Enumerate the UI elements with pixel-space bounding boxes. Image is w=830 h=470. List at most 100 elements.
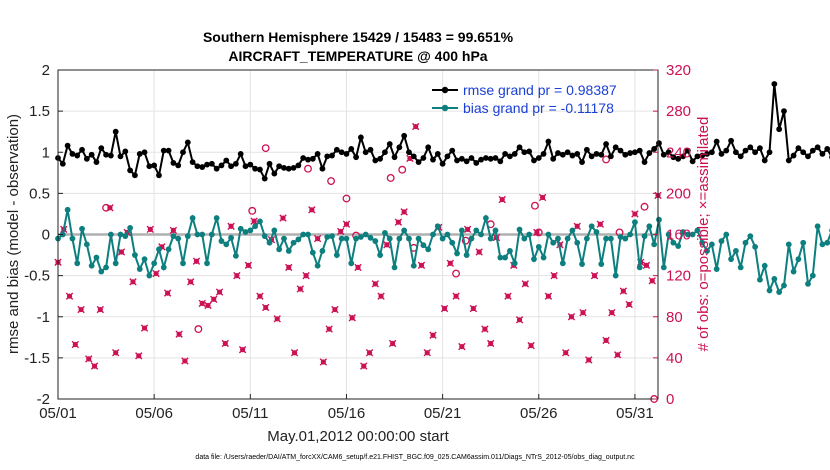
rmse-point — [213, 165, 220, 172]
obs-assimilated-marker — [429, 331, 437, 339]
rmse-point — [141, 149, 148, 156]
rmse-point — [463, 158, 470, 165]
legend: rmse grand pr = 0.98387 bias grand pr = … — [432, 82, 617, 116]
bias-point — [824, 239, 830, 246]
obs-assimilated-x — [146, 225, 155, 234]
obs-assimilated-marker — [417, 261, 426, 270]
rmse-point — [444, 153, 451, 160]
rmse-point — [319, 165, 326, 172]
obs-assimilated-x — [613, 351, 622, 359]
obs-assimilated-x — [463, 225, 472, 234]
bias-point — [170, 233, 177, 240]
obs-assimilated-marker — [325, 325, 333, 333]
obs-assimilated-marker — [227, 222, 235, 230]
obs-assimilated-marker — [106, 204, 114, 212]
bias-point — [74, 260, 81, 267]
bias-point — [156, 246, 162, 253]
bias-point — [98, 268, 105, 275]
obs-assimilated-x — [631, 210, 639, 218]
bias-point — [276, 246, 283, 253]
rmse-point — [343, 150, 350, 157]
rmse-point — [617, 147, 624, 154]
rmse-point — [781, 108, 787, 115]
bias-point — [415, 235, 422, 242]
rmse-point — [598, 151, 605, 158]
bias-point — [79, 225, 85, 232]
rmse-point — [531, 157, 537, 164]
rmse-point — [122, 148, 129, 155]
rmse-point — [478, 156, 484, 163]
obs-assimilated-marker — [198, 299, 206, 308]
rmse-point — [723, 147, 730, 154]
rmse-point — [261, 175, 268, 182]
rmse-point — [473, 160, 480, 166]
y-left-tick-label: -0.5 — [24, 268, 50, 285]
obs-assimilated-marker — [423, 349, 431, 357]
obs-assimilated-marker — [486, 339, 495, 348]
bias-point — [550, 239, 557, 246]
bias-point — [660, 264, 667, 271]
obs-possible-marker — [327, 177, 336, 185]
rmse-point — [713, 138, 720, 145]
rmse-point — [247, 161, 254, 168]
obs-assimilated-marker — [625, 300, 633, 309]
obs-assimilated-x — [354, 263, 362, 272]
rmse-point — [656, 140, 662, 147]
rmse-point — [800, 149, 807, 156]
bias-point — [434, 223, 441, 230]
bias-point — [295, 236, 302, 243]
obs-assimilated-marker — [192, 257, 201, 265]
bias-point — [232, 252, 239, 259]
rmse-point — [425, 144, 432, 151]
obs-possible-marker — [304, 164, 312, 173]
rmse-point — [281, 164, 287, 171]
obs-assimilated-x — [423, 349, 431, 357]
rmse-point — [574, 150, 581, 157]
obs-assimilated-marker — [533, 228, 541, 237]
obs-assimilated-marker — [233, 271, 241, 280]
obs-assimilated-marker — [573, 222, 581, 230]
obs-assimilated-x — [475, 248, 483, 256]
rmse-point — [208, 160, 215, 167]
obs-assimilated-x — [290, 349, 299, 357]
obs-possible-marker — [248, 206, 257, 215]
obs-assimilated-x — [313, 234, 322, 243]
obs-assimilated-marker — [452, 292, 460, 300]
y-left-tick-label: 1.5 — [29, 103, 50, 120]
obs-assimilated-marker — [96, 305, 105, 314]
obs-assimilated-x — [481, 325, 489, 333]
obs-assimilated-x — [186, 278, 195, 286]
bias-point — [425, 246, 432, 253]
rmse-point — [632, 149, 638, 156]
obs-assimilated-marker — [377, 292, 385, 300]
rmse-point — [507, 153, 513, 160]
bias-point — [675, 243, 682, 249]
y-axis-label-right: # of obs: o=possible; ×=assimilated — [695, 117, 712, 352]
obs-assimilated-marker — [175, 330, 183, 338]
bias-point — [732, 248, 739, 254]
rmse-point — [242, 163, 249, 170]
obs-assimilated-marker — [336, 227, 345, 236]
rmse-point — [487, 155, 494, 162]
obs-assimilated-x — [533, 228, 541, 237]
obs-assimilated-x — [383, 241, 391, 249]
rmse-point — [165, 147, 172, 154]
obs-assimilated-marker — [354, 263, 362, 272]
bias-point — [747, 233, 754, 240]
rmse-point — [69, 150, 76, 157]
bias-point — [574, 239, 581, 246]
obs-assimilated-marker — [163, 289, 172, 297]
bias-point — [636, 264, 643, 271]
obs-assimilated-marker — [469, 304, 478, 313]
bias-point — [290, 239, 297, 246]
rmse-point — [593, 150, 600, 157]
rmse-point — [117, 153, 124, 160]
obs-possible-marker — [452, 269, 461, 278]
obs-assimilated-x — [279, 214, 287, 222]
rmse-point — [218, 162, 225, 169]
bias-point — [656, 216, 662, 223]
obs-assimilated-x — [135, 352, 143, 360]
obs-assimilated-x — [319, 358, 328, 366]
bias-point — [737, 264, 744, 271]
obs-assimilated-marker — [342, 220, 351, 228]
